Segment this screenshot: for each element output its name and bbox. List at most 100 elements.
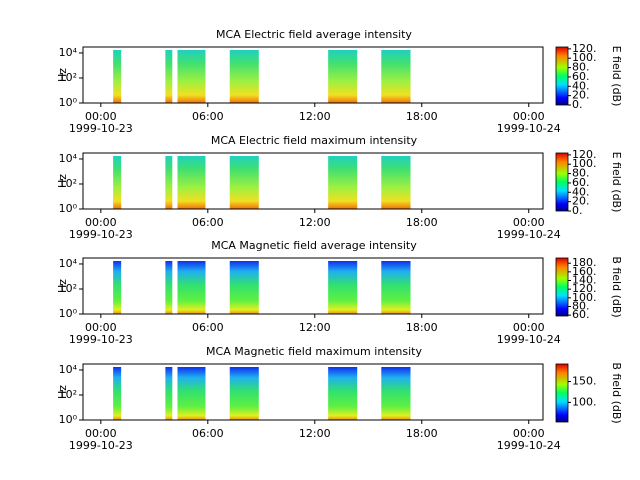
colorbar-tick-label: 40. [572,79,590,92]
colorbar-tick-label: 120. [572,148,597,161]
x-tick-date: 1999-10-23 [69,228,133,241]
colorbar-tick-label: 80. [572,167,590,180]
x-tick-label: 00:00 [513,216,545,229]
y-axis-label: Hz [56,174,69,188]
data-segment [381,261,411,314]
chart-title: MCA Magnetic field average intensity [211,239,417,252]
colorbar-tick-label: 100. [572,51,597,64]
x-tick-date: 1999-10-24 [497,122,561,135]
x-tick-label: 12:00 [299,321,331,334]
colorbar-label: B field (dB) [610,362,623,423]
axes-frame [82,46,544,104]
y-axis-label: Hz [56,385,69,399]
x-tick-label: 18:00 [406,110,438,123]
y-tick-label: 10⁰ [59,96,78,109]
colorbar-label: B field (dB) [610,256,623,317]
x-tick-label: 06:00 [192,321,224,334]
colorbar-tick-label: 80. [572,299,590,312]
x-tick-label: 00:00 [85,216,117,229]
colorbar-label: E field (dB) [610,152,623,213]
colorbar [555,257,569,317]
x-tick-date: 1999-10-23 [69,333,133,346]
colorbar-label: E field (dB) [610,46,623,107]
data-segment [113,367,122,420]
data-segment [229,367,259,420]
x-tick-label: 00:00 [85,321,117,334]
x-tick-date: 1999-10-23 [69,122,133,135]
x-tick-label: 00:00 [85,427,117,440]
data-segment [165,50,173,103]
y-tick-label: 10⁰ [59,413,78,426]
y-tick-label: 10⁰ [59,202,78,215]
colorbar [555,46,569,106]
colorbar-tick-label: 120. [572,282,597,295]
colorbar-tick-label: 60. [572,70,590,83]
x-tick-label: 00:00 [513,321,545,334]
data-segment [328,50,358,103]
colorbar [555,363,569,423]
data-segment [381,50,411,103]
x-tick-label: 12:00 [299,110,331,123]
data-segment [177,261,206,314]
data-segment [113,50,122,103]
colorbar-tick-label: 40. [572,185,590,198]
x-tick-label: 00:00 [85,110,117,123]
axes-frame [82,152,544,210]
colorbar-tick-label: 20. [572,195,590,208]
data-segment [381,367,411,420]
colorbar-tick-label: 120. [572,42,597,55]
x-tick-label: 18:00 [406,321,438,334]
y-tick-label: 10⁴ [59,257,78,270]
data-segment [177,367,206,420]
chart-title: MCA Electric field maximum intensity [211,134,418,147]
y-axis-label: Hz [56,279,69,293]
chart-title: MCA Magnetic field maximum intensity [206,345,422,358]
colorbar-tick-label: 60. [572,308,590,321]
colorbar-tick-label: 140. [572,274,597,287]
data-segment [165,261,173,314]
y-tick-label: 10⁰ [59,307,78,320]
colorbar-tick-label: 160. [572,265,597,278]
data-segment [113,261,122,314]
y-tick-label: 10⁴ [59,152,78,165]
x-tick-label: 12:00 [299,427,331,440]
data-segment [328,367,358,420]
axes-frame [82,257,544,315]
y-tick-label: 10² [59,71,77,84]
data-segment [229,261,259,314]
data-segment [328,261,358,314]
colorbar-tick-label: 180. [572,256,597,269]
y-axis-label: Hz [56,68,69,82]
axes-frame [82,363,544,421]
data-segment [229,156,259,209]
colorbar-tick-label: 0. [572,98,583,111]
data-segment [165,367,173,420]
data-segment [328,156,358,209]
data-segment [381,156,411,209]
x-tick-date: 1999-10-24 [497,228,561,241]
x-tick-label: 06:00 [192,427,224,440]
colorbar-tick-label: 80. [572,61,590,74]
colorbar-tick-label: 150. [572,375,597,388]
colorbar [555,152,569,212]
x-tick-label: 00:00 [513,110,545,123]
y-tick-label: 10² [59,388,77,401]
data-segment [165,156,173,209]
x-tick-date: 1999-10-24 [497,439,561,452]
x-tick-label: 12:00 [299,216,331,229]
x-tick-label: 18:00 [406,216,438,229]
y-tick-label: 10⁴ [59,46,78,59]
chart-title: MCA Electric field average intensity [216,28,412,41]
x-tick-label: 18:00 [406,427,438,440]
x-tick-date: 1999-10-24 [497,333,561,346]
data-segment [113,156,122,209]
y-tick-label: 10² [59,177,77,190]
y-tick-label: 10⁴ [59,363,78,376]
x-tick-label: 06:00 [192,216,224,229]
y-tick-label: 10² [59,282,77,295]
colorbar-tick-label: 60. [572,176,590,189]
data-segment [229,50,259,103]
colorbar-tick-label: 100. [572,291,597,304]
data-segment [177,50,206,103]
